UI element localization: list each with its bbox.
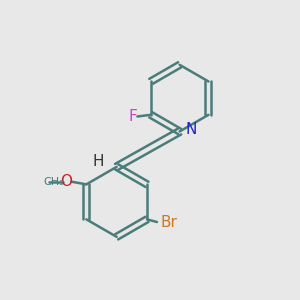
Text: H: H xyxy=(93,154,104,169)
Text: N: N xyxy=(186,122,197,137)
Text: Br: Br xyxy=(160,214,177,230)
Text: O: O xyxy=(60,174,72,189)
Text: F: F xyxy=(128,109,137,124)
Text: CH₃: CH₃ xyxy=(44,177,64,187)
